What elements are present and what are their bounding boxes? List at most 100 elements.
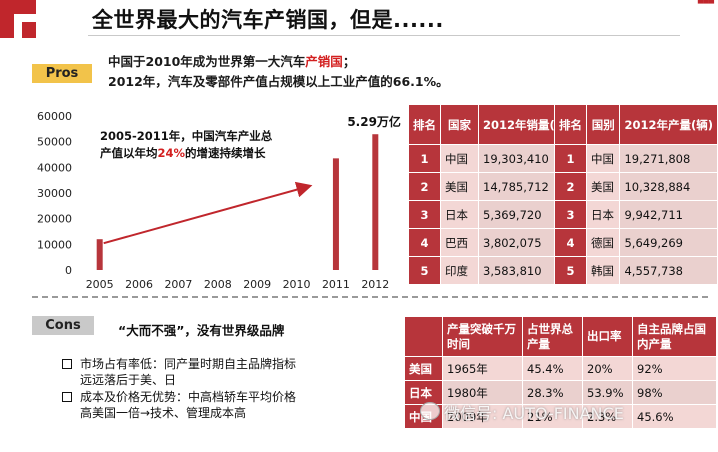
prod-header-rank: 排名 [554,104,587,145]
x-tick-label: 2010 [283,278,311,291]
y-tick-label: 30000 [37,187,72,200]
cmp-row: 中国 2009年 21% 2.3% 45.6% [404,404,717,429]
checkbox-bullet-icon [62,392,72,402]
y-tick-label: 20000 [37,213,72,226]
x-tick-label: 2009 [243,278,271,291]
cmp-country: 日本 [404,380,443,405]
prod-cell-row: 5 韩国 4,557,738 [554,256,718,285]
cmp-header-time: 产量突破千万时间 [442,316,523,357]
prod-cell-value: 10,328,884 [619,172,718,201]
pros-line1-highlight: 产销国 [305,54,343,69]
page-title: 全世界最大的汽车产销国，但是...... [92,8,444,32]
sales-cell-country: 印度 [440,256,479,285]
cmp-value: 2009年 [442,404,523,429]
sales-cell-row: 4 巴西 3,802,075 [408,228,577,257]
pros-tag: Pros [32,64,92,83]
x-tick-label: 2005 [86,278,114,291]
sales-cell-rank: 1 [408,144,441,173]
cmp-value: 53.9% [582,380,633,405]
y-tick-label: 50000 [37,136,72,149]
prod-cell-rank: 2 [554,172,587,201]
checkbox-bullet-icon [62,359,72,369]
cmp-value: 1980年 [442,380,523,405]
pros-line2: 2012年，汽车及零部件产值占规模以上工业产值的66.1%。 [108,74,449,89]
prod-cell-rank: 5 [554,256,587,285]
corner-logo-text: ▀▀▀ [697,0,714,8]
pros-line1-prefix: 中国于2010年成为世界第一大汽车 [108,54,306,69]
y-tick-label: 10000 [37,238,72,251]
bullet-line: 成本及价格无优势：中高档轿车平均价格 [80,390,297,404]
prod-cell-country: 美国 [585,172,621,201]
cmp-row: 日本 1980年 28.3% 53.9% 98% [404,380,717,405]
pros-text: 中国于2010年成为世界第一大汽车产销国； 2012年，汽车及零部件产值占规模以… [108,52,449,92]
bar [332,158,339,270]
x-tick-label: 2007 [164,278,192,291]
cons-bullets: 市场占有率低：同产量时期自主品牌指标 远远落后于美、日 成本及价格无优势：中高档轿… [62,356,296,422]
sales-header-country: 国家 [440,104,479,145]
bullet-line: 高美国一倍→技术、管理成本高 [80,406,247,420]
y-tick-label: 60000 [37,110,72,123]
output-value-chart: 0 10000 20000 30000 40000 50000 60000 2005 2006… [37,110,401,291]
prod-cell-country: 日本 [585,200,621,229]
wechat-icon [420,402,440,420]
prod-cell-rank: 3 [554,200,587,229]
sales-cell-country: 中国 [440,144,479,173]
prod-cell-value: 4,557,738 [619,256,718,285]
sales-cell-rank: 2 [408,172,441,201]
cons-headline: “大而不强”，没有世界级品牌 [118,323,285,338]
cmp-header-brand: 自主品牌占国内产量 [632,316,717,357]
prod-cell-rank: 4 [554,228,587,257]
annotation-line2-prefix: 产值以年均 [100,146,158,160]
cmp-value: 20% [582,356,633,381]
pros-line1-suffix: ； [342,54,356,69]
bar [96,239,103,270]
cmp-value: 1965年 [442,356,523,381]
bar [372,134,379,270]
annotation-line1: 2005-2011年，中国汽车产业总 [100,129,273,143]
comparison-table: 产量突破千万时间 占世界总产量 出口率 自主品牌占国内产量 美国 1965年 45.… [404,316,717,429]
sales-cell-rank: 5 [408,256,441,285]
prod-cell-row: 4 德国 5,649,269 [554,228,718,257]
prod-cell-value: 9,942,711 [619,200,718,229]
prod-cell-value: 19,271,808 [619,144,718,173]
cmp-value: 45.6% [632,404,717,429]
x-tick-label: 2011 [322,278,350,291]
production-table: 排名 国别 2012年产量(辆) 1 中国 19,271,808 2 美国 10,328,… [554,104,718,285]
sales-header-rank: 排名 [408,104,441,145]
sales-cell-country: 美国 [440,172,479,201]
cmp-value: 98% [632,380,717,405]
x-tick-label: 2012 [361,278,389,291]
prod-cell-rank: 1 [554,144,587,173]
trend-arrow [103,181,313,245]
prod-cell-country: 韩国 [585,256,621,285]
annotation-line2-suffix: 的增速持续增长 [185,146,266,160]
bar-value-label: 5.29万亿 [347,114,401,129]
cmp-row: 美国 1965年 45.4% 20% 92% [404,356,717,381]
bullet-line: 远远落后于美、日 [80,373,177,387]
sales-cell-rank: 3 [408,200,441,229]
logo-mark-small [22,22,36,38]
watermark: 微信号: AUTO-FINANCE [444,404,624,423]
sales-cell-row: 2 美国 14,785,712 [408,172,577,201]
cmp-value: 2.3% [582,404,633,429]
cons-tag: Cons [32,316,94,335]
prod-header-output: 2012年产量(辆) [619,104,718,145]
annotation-line2-highlight: 24% [157,146,186,160]
cmp-header-corner [404,316,443,357]
cmp-value: 28.3% [522,380,583,405]
sales-cell-row: 3 日本 5,369,720 [408,200,577,229]
cons-bullet: 市场占有率低：同产量时期自主品牌指标 远远落后于美、日 [62,356,296,388]
prod-cell-row: 2 美国 10,328,884 [554,172,718,201]
sales-cell-rank: 4 [408,228,441,257]
cmp-value: 45.4% [522,356,583,381]
section-divider [32,296,708,298]
sales-table: 排名 国家 2012年销量(辆) 1 中国 19,303,410 2 美国 14,785,… [408,104,577,285]
sales-cell-row: 5 印度 3,583,810 [408,256,577,285]
prod-cell-value: 5,649,269 [619,228,718,257]
title-divider [88,35,680,36]
prod-cell-country: 德国 [585,228,621,257]
prod-cell-row: 3 日本 9,942,711 [554,200,718,229]
cmp-value: 92% [632,356,717,381]
cons-bullet: 成本及价格无优势：中高档轿车平均价格 高美国一倍→技术、管理成本高 [62,389,296,421]
prod-cell-row: 1 中国 19,271,808 [554,144,718,173]
